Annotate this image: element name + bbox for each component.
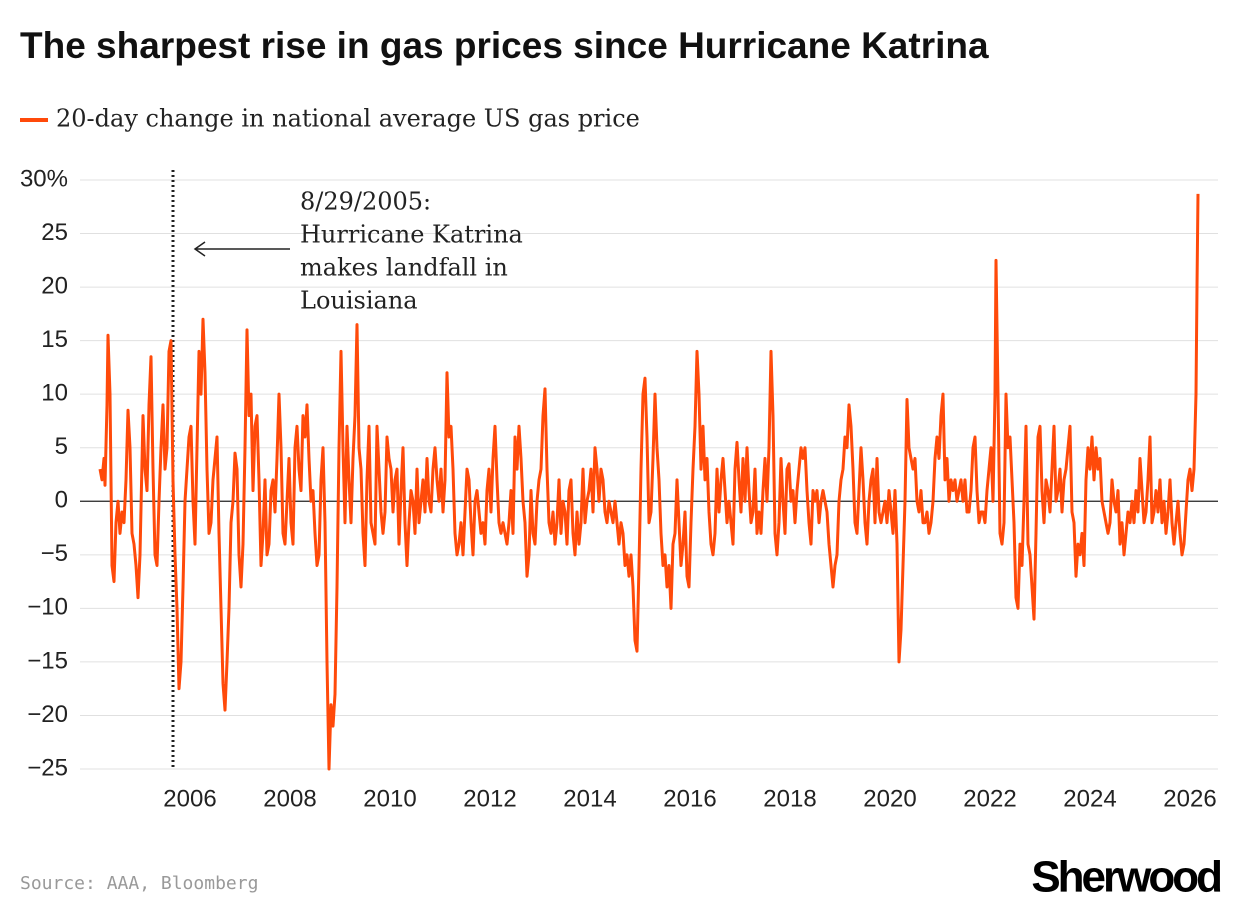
y-tick-label: 15 [41,326,68,353]
source: Source: AAA, Bloomberg [20,873,258,894]
annotation-text: makes landfall in [300,254,508,282]
y-tick-label: 5 [55,433,68,460]
y-tick-label: 20 [41,272,68,299]
y-tick-label: 25 [41,219,68,246]
y-tick-label: −10 [27,594,68,621]
x-tick-label: 2024 [1063,785,1116,812]
x-tick-label: 2020 [863,785,916,812]
y-tick-label: −5 [41,540,68,567]
annotation-arrow [193,241,290,257]
x-tick-label: 2008 [263,785,316,812]
y-tick-label: 10 [41,380,68,407]
x-tick-label: 2012 [463,785,516,812]
y-tick-label: 30% [20,165,68,192]
x-tick-label: 2018 [763,785,816,812]
x-tick-label: 2010 [363,785,416,812]
data-line [98,193,1200,771]
chart-title: The sharpest rise in gas prices since Hu… [20,25,989,66]
y-tick-label: 0 [55,487,68,514]
annotation-text: Hurricane Katrina [300,221,523,249]
brand-logo: Sherwood [1031,853,1220,902]
y-tick-label: −20 [27,701,68,728]
legend-label: 20-day change in national average US gas… [56,105,640,133]
annotation-text: 8/29/2005: [300,188,431,216]
y-tick-label: −15 [27,647,68,674]
x-tick-label: 2016 [663,785,716,812]
x-tick-label: 2014 [563,785,616,812]
x-tick-label: 2006 [163,785,216,812]
y-tick-label: −25 [27,754,68,781]
x-tick-label: 2022 [963,785,1016,812]
x-tick-label: 2026 [1163,785,1216,812]
annotation-text: Louisiana [300,287,418,315]
